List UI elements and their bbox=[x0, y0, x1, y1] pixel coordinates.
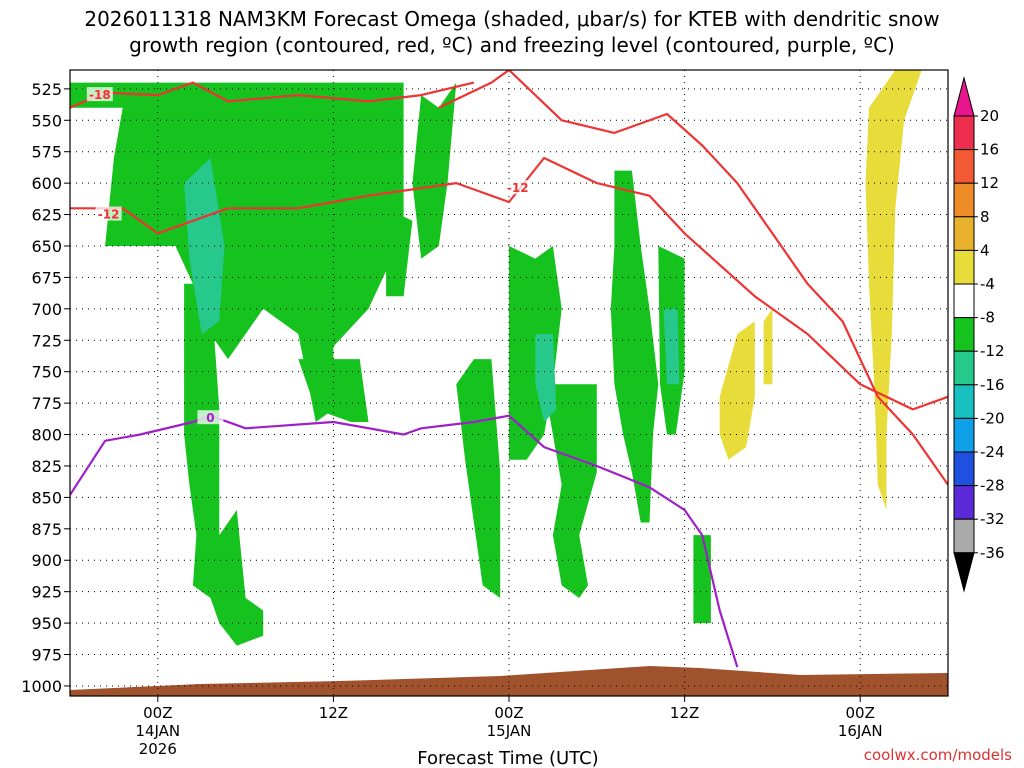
omega-region-10 bbox=[693, 535, 711, 624]
colorbar-label-3: 8 bbox=[980, 208, 990, 226]
colorbar-label-4: 4 bbox=[980, 241, 990, 259]
y-tick-label-1000: 1000 bbox=[21, 677, 62, 696]
x-tick-label: 12Z bbox=[319, 704, 348, 722]
contour-label-2: -12 bbox=[507, 181, 529, 195]
y-tick-label-825: 825 bbox=[31, 457, 62, 476]
contour-line-3 bbox=[70, 414, 739, 668]
colorbar-label-2: 12 bbox=[980, 174, 999, 192]
colorbar-label-13: -36 bbox=[980, 544, 1005, 562]
contour-label-1: -12 bbox=[98, 208, 120, 222]
contour-line-2 bbox=[438, 70, 948, 486]
x-tick-year: 2026 bbox=[139, 740, 177, 758]
colorbar-label-6: -8 bbox=[980, 309, 995, 327]
y-tick-label-725: 725 bbox=[31, 331, 62, 350]
contour-line-0 bbox=[70, 81, 475, 109]
contour-layer: -18 -12 -12 0 bbox=[70, 70, 948, 668]
colorbar-label-11: -28 bbox=[980, 477, 1005, 495]
y-tick-label-875: 875 bbox=[31, 520, 62, 539]
grid-lines bbox=[70, 70, 948, 696]
colorbar-swatch-3 bbox=[953, 216, 975, 251]
omega-shading-layer bbox=[70, 70, 922, 646]
colorbar-label-1: 16 bbox=[980, 141, 999, 159]
colorbar: 20 16 12 8 4 -4 -8 -12 -16 -20 -24 -28 -32 -36 bbox=[953, 76, 1005, 593]
x-tick-label: 00Z bbox=[846, 704, 875, 722]
credit-text: coolwx.com/models bbox=[864, 746, 1012, 764]
colorbar-top-arrow bbox=[953, 76, 975, 117]
chart-title-line1: 2026011318 NAM3KM Forecast Omega (shaded… bbox=[84, 7, 939, 31]
y-tick-label-600: 600 bbox=[31, 174, 62, 193]
contour-label-0: -18 bbox=[89, 88, 111, 102]
colorbar-swatch-8 bbox=[953, 384, 975, 419]
colorbar-swatch-5 bbox=[953, 283, 975, 319]
colorbar-swatch-7 bbox=[953, 350, 975, 386]
colorbar-bottom-arrow bbox=[953, 552, 975, 593]
colorbar-swatch-4 bbox=[953, 249, 975, 285]
colorbar-label-12: -32 bbox=[980, 510, 1005, 528]
terrain-layer bbox=[70, 666, 948, 696]
x-tick-date: 14JAN bbox=[135, 722, 180, 740]
y-tick-label-575: 575 bbox=[31, 143, 62, 162]
y-tick-label-550: 550 bbox=[31, 111, 62, 130]
x-tick-date: 16JAN bbox=[838, 722, 883, 740]
y-tick-label-800: 800 bbox=[31, 426, 62, 445]
colorbar-swatch-6 bbox=[953, 317, 975, 352]
omega-region-3 bbox=[412, 82, 457, 259]
omega-region-15 bbox=[719, 321, 755, 460]
y-tick-label-925: 925 bbox=[31, 583, 62, 602]
colorbar-label-7: -12 bbox=[980, 342, 1005, 360]
colorbar-label-10: -24 bbox=[980, 443, 1005, 461]
omega-region-2 bbox=[298, 359, 369, 422]
omega-region-4 bbox=[386, 208, 413, 297]
colorbar-swatch-0 bbox=[953, 115, 975, 151]
colorbar-label-0: 20 bbox=[980, 107, 999, 125]
contour-label-bg-0 bbox=[86, 87, 113, 102]
x-axis-label: Forecast Time (UTC) bbox=[417, 748, 598, 768]
colorbar-swatch-11 bbox=[953, 485, 975, 520]
colorbar-swatch-2 bbox=[953, 182, 975, 218]
omega-region-7 bbox=[544, 384, 597, 598]
x-tick-label: 00Z bbox=[143, 704, 172, 722]
omega-region-16 bbox=[763, 308, 773, 385]
y-tick-label-900: 900 bbox=[31, 551, 62, 570]
omega-region-1 bbox=[184, 283, 264, 646]
y-tick-label-650: 650 bbox=[31, 237, 62, 256]
colorbar-swatch-9 bbox=[953, 417, 975, 453]
terrain-fill bbox=[70, 666, 948, 696]
y-tick-label-675: 675 bbox=[31, 268, 62, 287]
pressure-axis: 525 550 575 600 625 650 675 700 725 750 775 800 825 8… bbox=[21, 80, 70, 696]
omega-region-0 bbox=[70, 82, 404, 422]
colorbar-swatch-last bbox=[953, 518, 975, 554]
contour-label-bg-1 bbox=[95, 206, 122, 221]
x-tick-date: 15JAN bbox=[487, 722, 532, 740]
contour-label-3: 0 bbox=[206, 411, 214, 425]
colorbar-label-8: -16 bbox=[980, 376, 1005, 394]
contour-line-1 bbox=[70, 156, 948, 411]
chart-title-line2: growth region (contoured, red, ºC) and f… bbox=[129, 33, 895, 57]
y-tick-label-975: 975 bbox=[31, 646, 62, 665]
y-tick-label-525: 525 bbox=[31, 80, 62, 99]
y-tick-label-700: 700 bbox=[31, 300, 62, 319]
colorbar-swatch-1 bbox=[953, 149, 975, 184]
y-tick-label-750: 750 bbox=[31, 363, 62, 382]
omega-region-12 bbox=[535, 334, 557, 422]
omega-region-13 bbox=[663, 308, 680, 385]
colorbar-swatch-10 bbox=[953, 451, 975, 487]
colorbar-label-5: -4 bbox=[980, 275, 995, 293]
y-tick-label-625: 625 bbox=[31, 206, 62, 225]
x-tick-label: 00Z bbox=[494, 704, 523, 722]
contour-label-bg-2 bbox=[504, 180, 531, 195]
y-tick-label-850: 850 bbox=[31, 488, 62, 507]
x-tick-label: 12Z bbox=[670, 704, 699, 722]
colorbar-label-9: -20 bbox=[980, 409, 1005, 427]
y-tick-label-775: 775 bbox=[31, 394, 62, 413]
contour-label-bg-3 bbox=[197, 410, 224, 425]
omega-region-11 bbox=[184, 158, 225, 334]
y-tick-label-950: 950 bbox=[31, 614, 62, 633]
